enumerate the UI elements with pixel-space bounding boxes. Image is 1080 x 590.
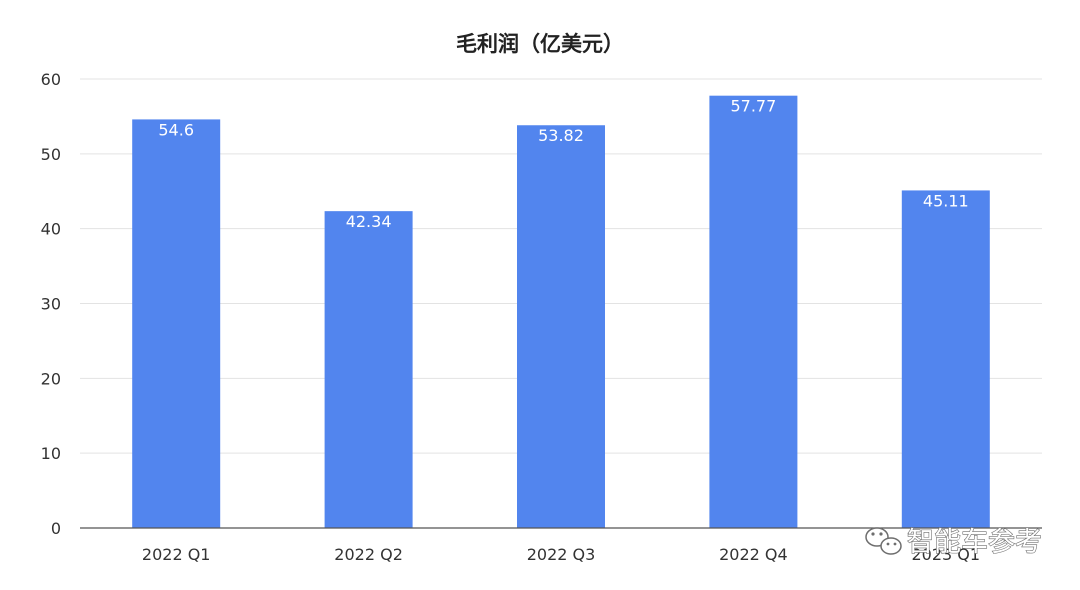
data-label: 45.11 bbox=[923, 191, 969, 210]
data-label: 54.6 bbox=[158, 120, 194, 139]
y-tick-label: 60 bbox=[41, 70, 61, 89]
y-tick-label: 50 bbox=[41, 145, 61, 164]
x-tick-label: 2022 Q1 bbox=[142, 545, 211, 564]
bar bbox=[901, 190, 990, 529]
x-tick-label: 2023 Q1 bbox=[912, 545, 981, 564]
watermark-text: 智能车参考 bbox=[907, 527, 1042, 558]
y-tick-label: 40 bbox=[41, 220, 61, 239]
y-tick-label: 30 bbox=[41, 295, 61, 314]
bar bbox=[709, 95, 798, 528]
x-tick-label: 2022 Q2 bbox=[334, 545, 403, 564]
data-label: 57.77 bbox=[730, 97, 776, 116]
chart-title: 毛利润（亿美元） bbox=[456, 32, 624, 56]
bar bbox=[324, 211, 413, 528]
y-tick-label: 0 bbox=[51, 519, 61, 538]
data-label: 53.82 bbox=[538, 126, 584, 145]
x-tick-label: 2022 Q4 bbox=[719, 545, 788, 564]
bar bbox=[517, 125, 605, 528]
data-label: 42.34 bbox=[346, 212, 392, 231]
x-axis-ticks: 2022 Q1 2022 Q2 2022 Q3 2022 Q4 2023 Q1 bbox=[142, 545, 980, 564]
bar bbox=[132, 119, 221, 528]
x-tick-label: 2022 Q3 bbox=[527, 545, 596, 564]
y-tick-label: 10 bbox=[41, 444, 61, 463]
y-tick-label: 20 bbox=[41, 369, 61, 388]
bars: 54.6 42.34 53.82 57.77 45.11 bbox=[132, 95, 990, 529]
y-axis-ticks: 0 10 20 30 40 50 60 bbox=[41, 70, 61, 538]
watermark: 智能车参考 bbox=[865, 526, 1043, 559]
wechat-icon bbox=[865, 527, 902, 555]
